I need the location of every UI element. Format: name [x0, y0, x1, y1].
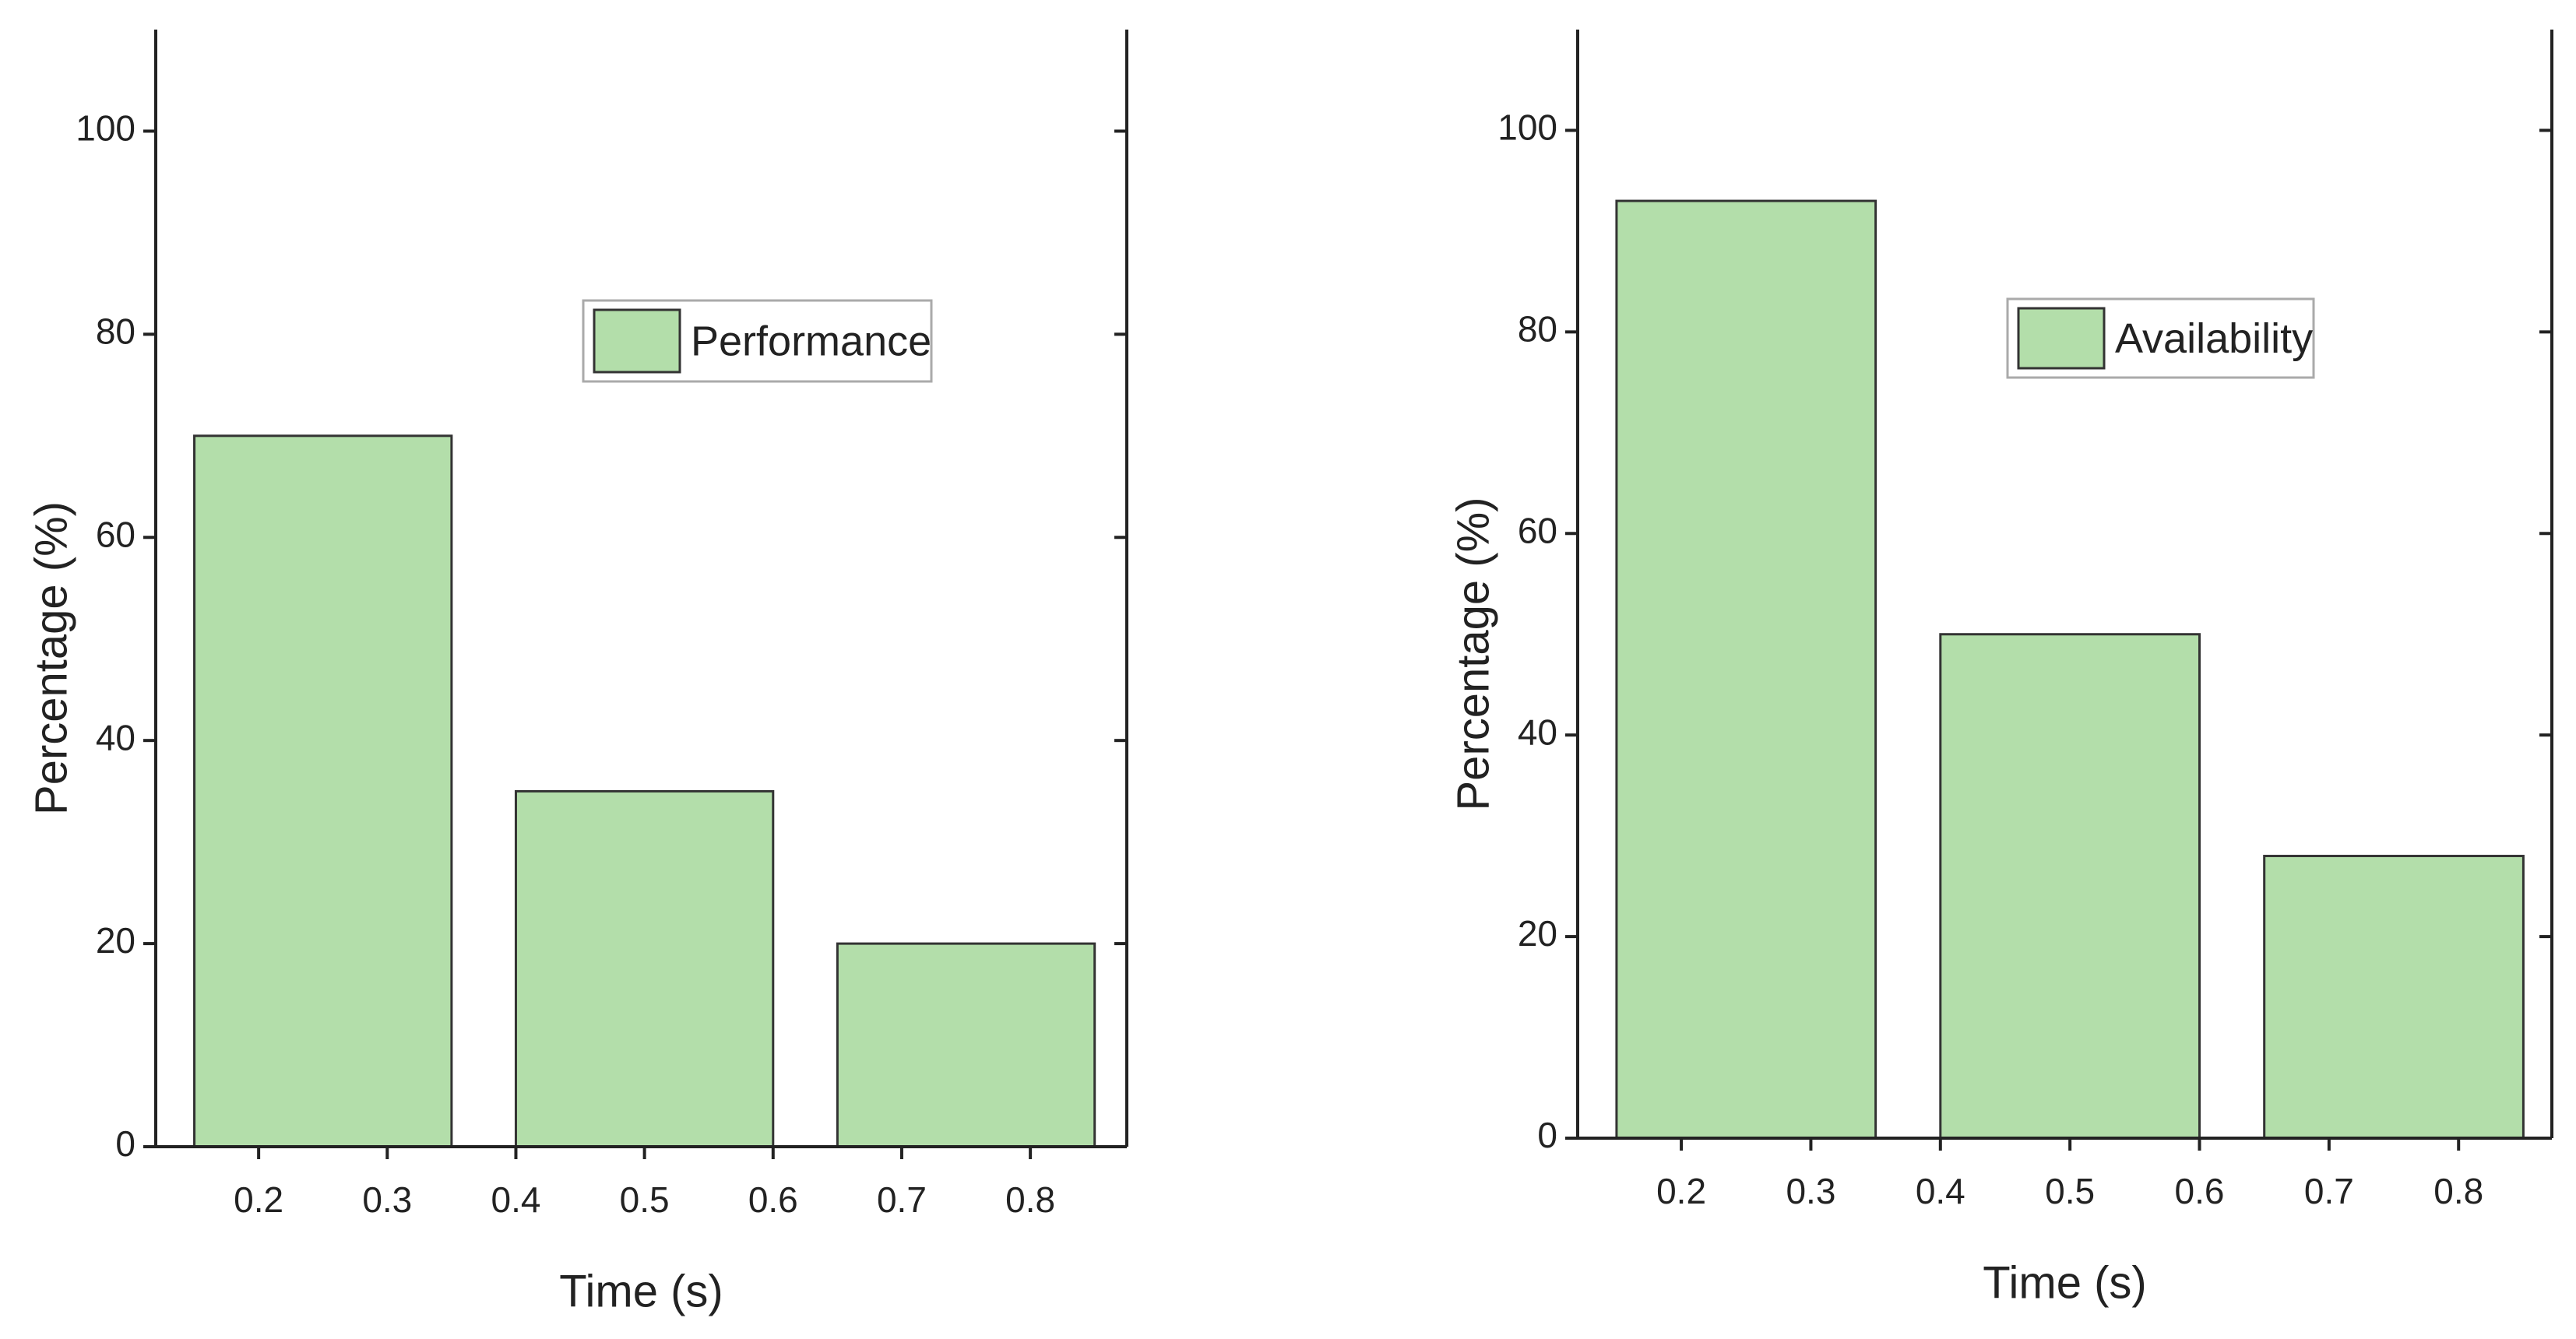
- bar: [193, 434, 453, 1148]
- y-tick-label: 40: [96, 717, 135, 757]
- x-tick-label: 0.6: [2175, 1171, 2225, 1211]
- y-tick-label: 60: [1518, 510, 1557, 550]
- chart: 0 20 40 60 80 100 0.2 0.3 0.4 0.5 0.6 0.7 0.8 Time (s…: [26, 30, 1128, 1316]
- y-axis-label: Percentage (%): [26, 501, 76, 815]
- y-tick-label: 20: [1518, 913, 1557, 954]
- bar: [514, 789, 775, 1148]
- chart: 0 20 40 60 80 100 0.2 0.3 0.4 0.5 0.6 0.7 0.8 Time (s…: [1448, 30, 2553, 1308]
- legend-label: Performance: [691, 318, 931, 364]
- y-tick-label: 80: [1518, 309, 1557, 350]
- y-axis-label: Percentage (%): [1448, 497, 1498, 811]
- legend-label: Availability: [2115, 315, 2313, 362]
- y-tick-label: 60: [96, 514, 135, 554]
- x-tick-label: 0.5: [620, 1179, 670, 1220]
- x-axis-label: Time (s): [1983, 1257, 2146, 1308]
- x-tick-label: 0.3: [362, 1179, 412, 1220]
- y-tick-label: 40: [1518, 712, 1557, 752]
- x-tick-label: 0.3: [1786, 1171, 1835, 1211]
- y-tick-label: 0: [115, 1123, 135, 1164]
- y-tick-label: 20: [96, 920, 135, 961]
- y-tick-label: 0: [1537, 1115, 1557, 1155]
- legend-swatch: [593, 308, 681, 374]
- bar: [2263, 855, 2525, 1140]
- x-tick-label: 0.6: [748, 1179, 798, 1220]
- bar: [836, 942, 1096, 1148]
- bar: [1939, 633, 2201, 1140]
- x-tick-label: 0.7: [2304, 1171, 2354, 1211]
- x-axis-label: Time (s): [559, 1266, 723, 1316]
- y-tick-label: 100: [76, 108, 135, 149]
- y-tick-label: 80: [96, 311, 135, 352]
- legend: Performance: [582, 299, 933, 383]
- legend-swatch: [2017, 307, 2106, 370]
- legend: Availability: [2006, 297, 2315, 379]
- x-tick-label: 0.2: [1656, 1171, 1706, 1211]
- x-tick-label: 0.8: [1005, 1179, 1055, 1220]
- x-tick-label: 0.8: [2433, 1171, 2483, 1211]
- x-tick-label: 0.2: [234, 1179, 283, 1220]
- x-tick-label: 0.4: [1916, 1171, 1965, 1211]
- y-tick-label: 100: [1497, 107, 1557, 148]
- x-tick-label: 0.5: [2045, 1171, 2095, 1211]
- x-tick-label: 0.4: [491, 1179, 540, 1220]
- bar: [1615, 199, 1877, 1140]
- x-tick-label: 0.7: [877, 1179, 927, 1220]
